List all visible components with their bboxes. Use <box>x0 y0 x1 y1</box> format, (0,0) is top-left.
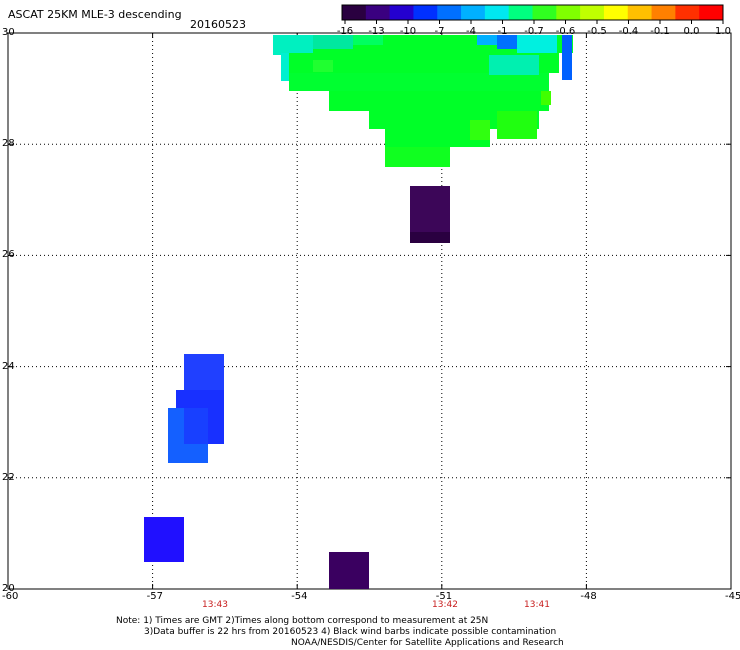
colorbar-segment <box>699 5 724 20</box>
cells-blue-23n <box>168 354 224 463</box>
colorbar-tick-label: 1.0 <box>715 26 731 37</box>
time-label-1: 13:43 <box>202 600 228 610</box>
lon-tick-label: -57 <box>146 591 163 602</box>
colorbar-segment <box>508 5 533 20</box>
map-frame <box>7 32 732 590</box>
colorbar-segment <box>556 5 581 20</box>
colorbar-segment <box>413 5 438 20</box>
colorbar-tick-label: -1 <box>498 26 508 37</box>
time-label-3: 13:41 <box>524 600 550 610</box>
lon-tick-label: -60 <box>2 591 19 602</box>
colorbar-segment <box>389 5 414 20</box>
lat-tick-label: 28 <box>2 138 15 150</box>
colorbar <box>341 4 724 21</box>
lon-tick-label: -45 <box>725 591 740 602</box>
colorbar-segment <box>461 5 486 20</box>
colorbar-segment <box>651 5 676 20</box>
colorbar-tick-label: -13 <box>368 26 384 37</box>
colorbar-tick-label: -0.5 <box>587 26 607 37</box>
colorbar-frame <box>341 4 724 21</box>
colorbar-tick-label: -0.4 <box>619 26 639 37</box>
colorbar-segment <box>627 5 653 20</box>
colorbar-ticks: -16 -13 -10 -7 -4 -1 -0.7 -0.6 -0.5 -0.4 -0.1 0.0 1.… <box>337 20 731 37</box>
colorbar-tick-label: -4 <box>466 26 476 37</box>
colorbar-tick-label: 0.0 <box>684 26 700 37</box>
map-title: ASCAT 25KM MLE-3 descending <box>8 8 182 21</box>
lat-tick-label: 30 <box>2 27 15 38</box>
colorbar-segment <box>484 5 510 20</box>
note-line-3: NOAA/NESDIS/Center for Satellite Applica… <box>291 638 564 648</box>
mle-data-cells <box>144 35 573 589</box>
lon-tick-label: -51 <box>435 591 453 602</box>
colorbar-segment <box>675 5 700 20</box>
lat-tick-label: 20 <box>2 583 15 594</box>
lat-tick-label: 26 <box>2 249 15 261</box>
lat-tick-label: 22 <box>2 471 15 483</box>
colorbar-tick-label: -7 <box>435 26 445 37</box>
cell-blue-21n <box>144 517 184 562</box>
colorbar-segment <box>532 5 557 20</box>
lon-tick-label: -48 <box>580 591 597 602</box>
colorbar-tick-label: -0.6 <box>556 26 576 37</box>
swath-north <box>273 35 573 167</box>
colorbar-tick-label: -0.7 <box>524 26 544 37</box>
note-line-2: 3)Data buffer is 22 hrs from 20160523 4)… <box>144 627 557 637</box>
colorbar-tick-label: -0.1 <box>650 26 670 37</box>
colorbar-segment <box>342 5 367 20</box>
cell-dark-20n <box>329 552 369 589</box>
colorbar-segment <box>365 5 391 20</box>
map-grid <box>7 32 732 590</box>
colorbar-tick-label: -10 <box>400 26 416 37</box>
map-date: 20160523 <box>190 18 246 31</box>
colorbar-segment <box>437 5 462 20</box>
note-line-1: Note: 1) Times are GMT 2)Times along bot… <box>116 616 489 626</box>
colorbar-segment <box>580 5 605 20</box>
colorbar-segment <box>603 5 629 20</box>
time-label-2: 13:42 <box>432 600 458 610</box>
lat-tick-label: 24 <box>2 360 15 372</box>
lon-tick-label: -54 <box>291 591 308 602</box>
colorbar-tick-label: -16 <box>337 26 353 37</box>
